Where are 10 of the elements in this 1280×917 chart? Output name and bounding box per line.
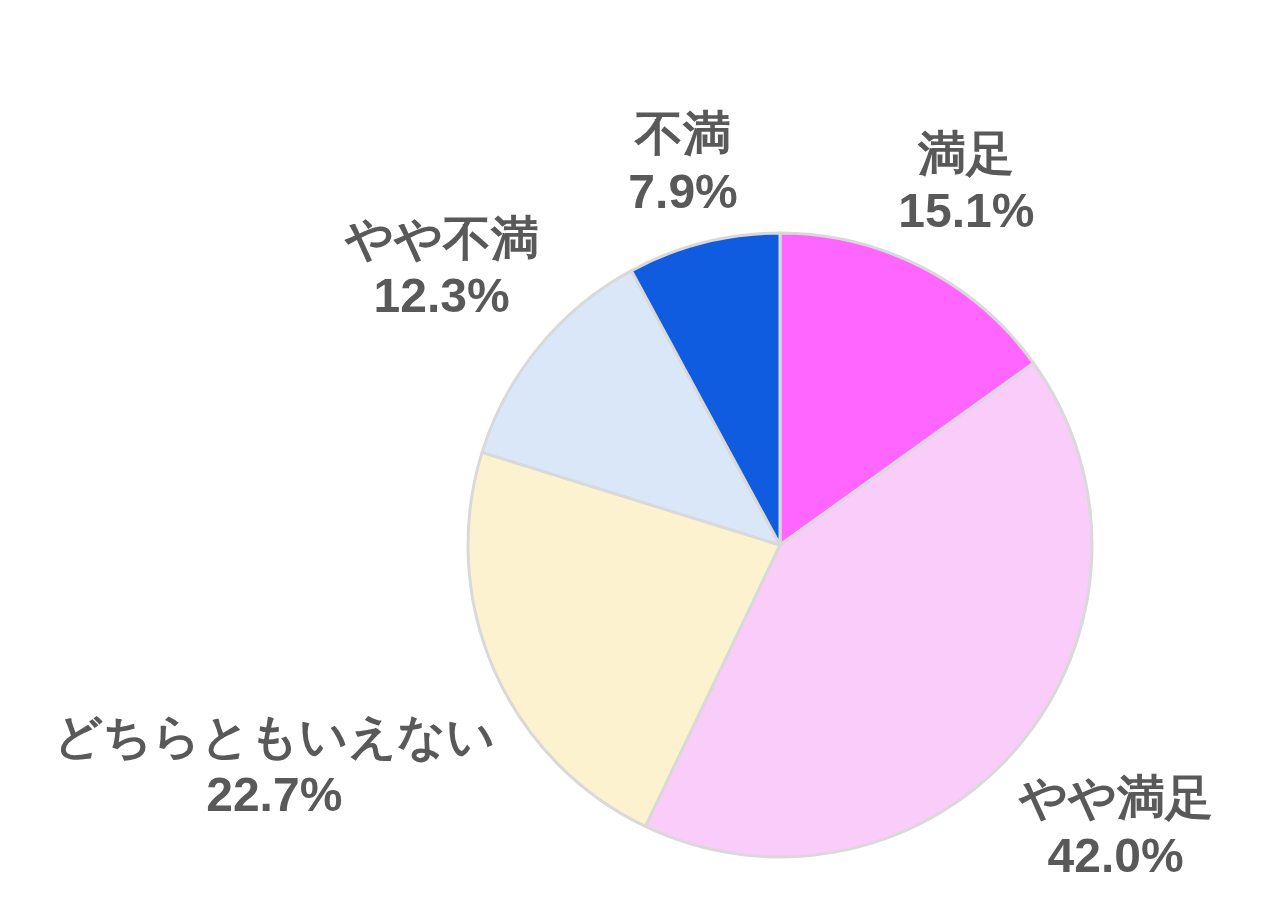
data-label: 42.0% xyxy=(1047,828,1184,882)
data-label: 12.3% xyxy=(373,269,510,323)
slice-label: 満足 xyxy=(917,126,1015,180)
slice-label: どちらともいえない xyxy=(53,710,495,764)
slice-label: やや不満 xyxy=(343,211,539,265)
data-label: 15.1% xyxy=(898,184,1035,238)
slice-label: やや満足 xyxy=(1017,770,1213,824)
data-label: 7.9% xyxy=(628,164,738,218)
slice-label: 不満 xyxy=(634,107,732,161)
data-label: 22.7% xyxy=(206,768,343,822)
